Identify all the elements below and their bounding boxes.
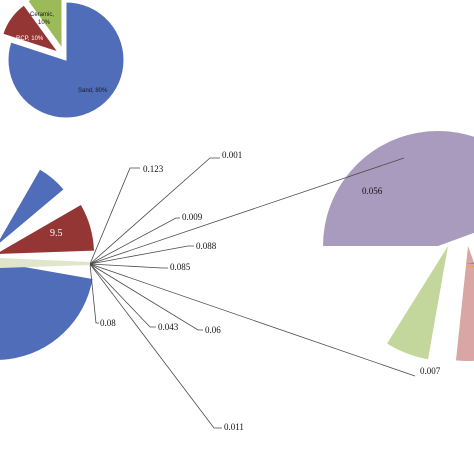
- slice-connector-band: [0, 258, 90, 268]
- small-pie-label-1: RCP, 10%: [16, 36, 44, 42]
- callout-label-6: 0.043: [158, 322, 179, 332]
- right-pie-slice-green: [387, 246, 448, 360]
- small-pie-slice-0: [7, 1, 125, 119]
- callout-label-3: 0.088: [196, 241, 217, 251]
- callout-line-4: [89, 263, 168, 269]
- callout-line-5: [89, 263, 99, 324]
- callout-label-1: 0.001: [222, 150, 242, 160]
- left-pie-chart: 9.5: [0, 169, 94, 360]
- small-pie-slice-2: [27, 0, 63, 50]
- callout-label-5: 0.08: [100, 318, 116, 328]
- left-pie-slice-0: [0, 262, 93, 360]
- leader-line-top: [89, 157, 405, 265]
- callout-label-2: 0.009: [182, 212, 203, 222]
- small-pie-label-2-b: 10%: [38, 20, 51, 26]
- callout-line-2: [89, 217, 180, 265]
- callout-line-1: [89, 157, 220, 265]
- callout-lines: 0.123 0.001 0.009 0.088 0.085 0.08 0.043 0.06 0.…: [0, 150, 416, 432]
- left-pie-label-1: 9.5: [50, 228, 63, 239]
- left-pie-slice-1: [0, 205, 94, 254]
- right-pie-chart: 0.056 0.007: [323, 131, 474, 376]
- right-pie-slice-pink: [455, 246, 474, 361]
- callout-label-7: 0.06: [205, 325, 221, 335]
- right-pie-slice-large: [323, 131, 474, 246]
- right-pie-label-green: 0.007: [420, 366, 441, 376]
- right-pie-slice-orange: [466, 266, 474, 267]
- small-pie-label-0: Sand, 80%: [78, 88, 108, 94]
- right-pie-slice-blue: [466, 262, 474, 264]
- leader-line-bottom: [89, 263, 416, 377]
- callout-label-0: 0.123: [143, 164, 164, 174]
- callout-line-3: [89, 245, 194, 265]
- callout-label-8: 0.011: [224, 422, 244, 432]
- right-pie-label-large: 0.056: [362, 186, 383, 196]
- callout-label-4: 0.085: [170, 262, 191, 272]
- callout-line-6: [89, 263, 156, 328]
- small-pie-chart: Sand, 80% RCP, 10% Ceramic, 10%: [2, 0, 125, 119]
- left-pie-slice-2: [0, 169, 64, 243]
- small-pie-label-2: Ceramic,: [30, 12, 54, 18]
- callout-line-0: [89, 167, 140, 265]
- small-pie-slice-1: [2, 4, 60, 53]
- callout-line-8: [89, 263, 222, 429]
- callout-line-7: [89, 263, 203, 331]
